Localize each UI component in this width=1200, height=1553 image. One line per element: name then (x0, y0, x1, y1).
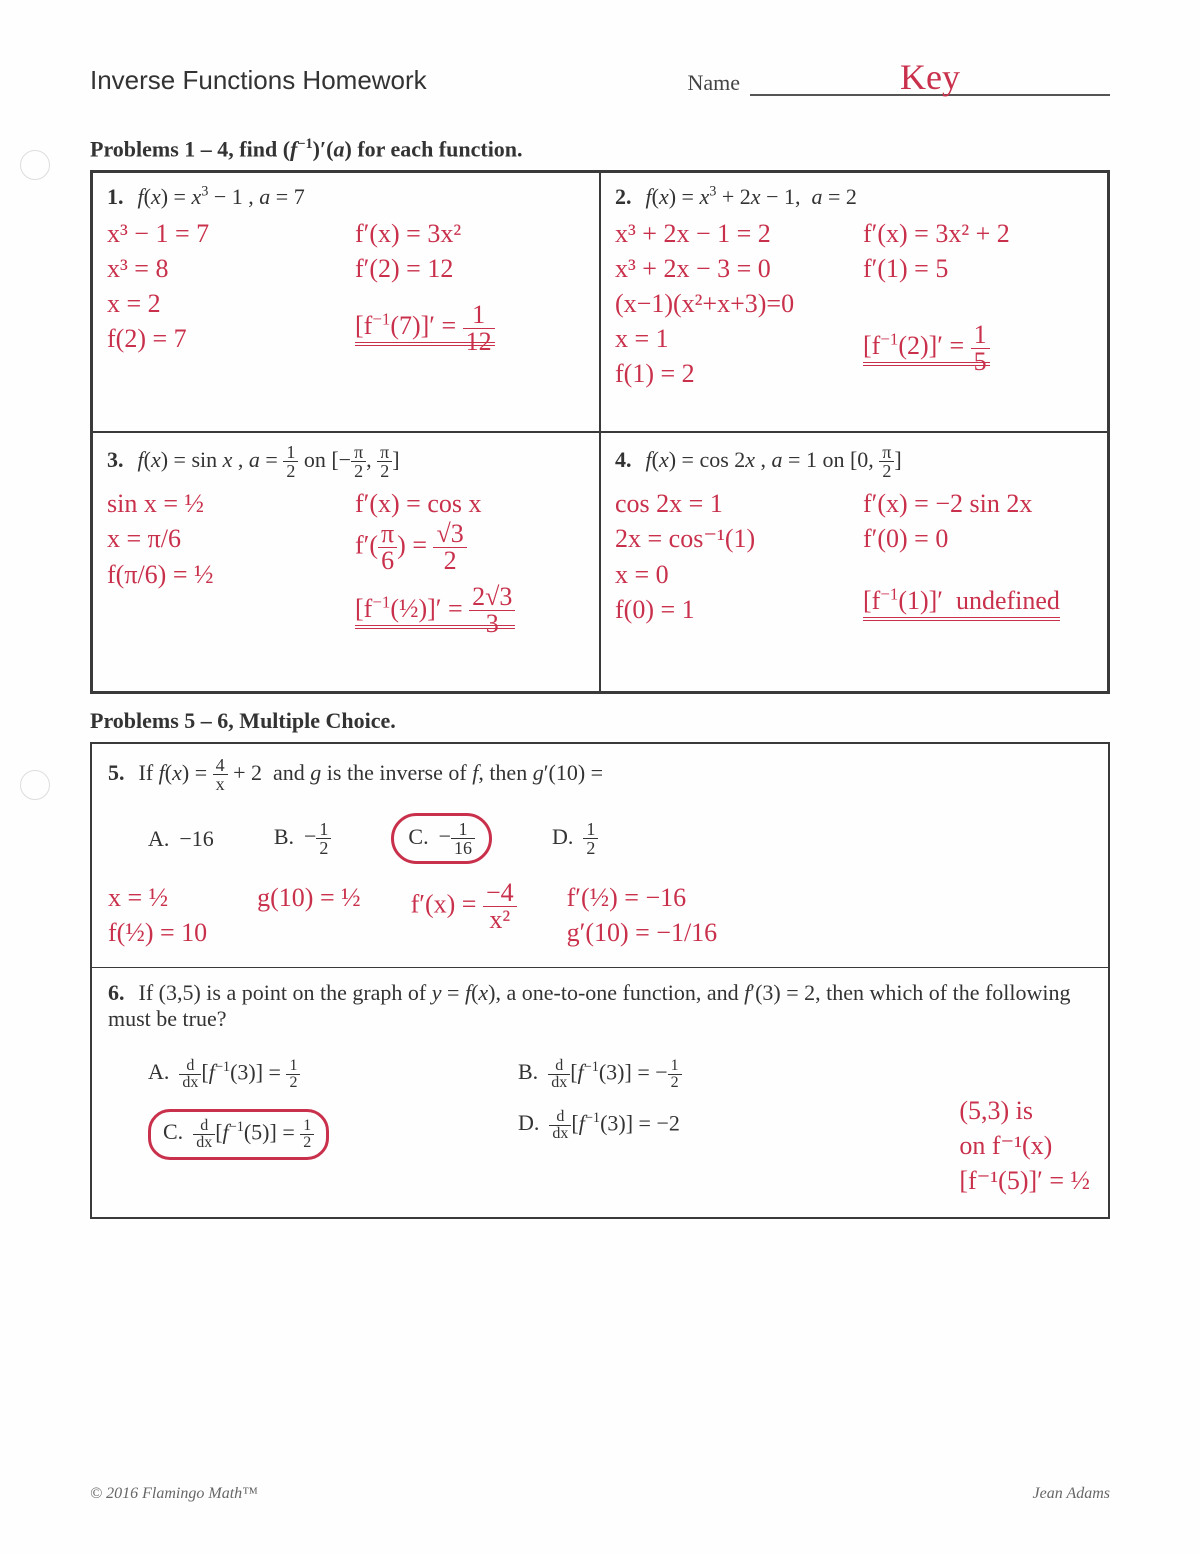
problem-6: 6. If (3,5) is a point on the graph of y… (92, 967, 1108, 1217)
work-left: cos 2x = 1 2x = cos⁻¹(1) x = 0 f(0) = 1 (615, 486, 845, 626)
choices: A.ddx[f−1(3)] = 12 B.ddx[f−1(3)] = −12 C… (148, 1058, 1092, 1160)
problem-3: 3. f(x) = sin x , a = 12 on [−π2, π2] si… (92, 432, 600, 692)
problems-5-6-box: 5. If f(x) = 4x + 2 and g is the inverse… (90, 742, 1110, 1218)
work-left: x³ + 2x − 1 = 2 x³ + 2x − 3 = 0 (x−1)(x²… (615, 216, 845, 391)
choice-b: B.ddx[f−1(3)] = −12 (518, 1058, 818, 1091)
problem-prompt: If f(x) = 4x + 2 and g is the inverse of… (139, 760, 604, 785)
choice-c-circled: C.ddx[f−1(5)] = 12 (148, 1109, 448, 1160)
problem-number: 1. (107, 184, 124, 209)
problem-prompt: If (3,5) is a point on the graph of y = … (108, 980, 1071, 1031)
problem-prompt: f(x) = x3 − 1 , a = 7 (138, 184, 305, 209)
choices: A.−16 B.−12 C.−116 D.12 (148, 813, 1092, 864)
answer: [f−1(½)]′ = 2√33 (355, 584, 585, 637)
work-right: f′(x) = −2 sin 2x f′(0) = 0 [f−1(1)]′ un… (863, 486, 1093, 626)
work-mid2: f′(x) = −4x² (411, 880, 517, 933)
problem-prompt: f(x) = x3 + 2x − 1, a = 2 (646, 184, 857, 209)
work-left: x³ − 1 = 7 x³ = 8 x = 2 f(2) = 7 (107, 216, 337, 356)
problem-prompt: f(x) = cos 2x , a = 1 on [0, π2] (646, 447, 902, 472)
problem-2: 2. f(x) = x3 + 2x − 1, a = 2 x³ + 2x − 1… (600, 172, 1108, 432)
work-left: x = ½ f(½) = 10 (108, 880, 207, 950)
problem-5: 5. If f(x) = 4x + 2 and g is the inverse… (92, 744, 1108, 966)
problem-number: 6. (108, 980, 125, 1005)
work-mid: g(10) = ½ (257, 880, 360, 915)
problem-number: 2. (615, 184, 632, 209)
worksheet-header: Inverse Functions Homework Name Key (90, 60, 1110, 96)
choice-a: A.−16 (148, 826, 214, 852)
problem-number: 3. (107, 447, 124, 472)
choice-a: A.ddx[f−1(3)] = 12 (148, 1058, 448, 1091)
section-2-heading: Problems 5 – 6, Multiple Choice. (90, 708, 1110, 734)
page-footer: © 2016 Flamingo Math™ Jean Adams (90, 1485, 1110, 1503)
choice-d: D.ddx[f−1(3)] = −2 (518, 1109, 818, 1160)
work-right: (5,3) is on f⁻¹(x) [f⁻¹(5)]′ = ½ (959, 1093, 1090, 1198)
work-left: sin x = ½ x = π/6 f(π/6) = ½ (107, 486, 337, 637)
work-right: f′(½) = −16 g′(10) = −1/16 (567, 880, 718, 950)
problem-number: 5. (108, 760, 125, 785)
answer: [f−1(1)]′ undefined (863, 583, 1093, 618)
name-value: Key (750, 60, 1110, 96)
section-1-heading: Problems 1 – 4, find (f−1)′(a) for each … (90, 136, 1110, 162)
choice-b: B.−12 (274, 820, 332, 857)
problem-number: 4. (615, 447, 632, 472)
name-block: Name Key (687, 60, 1110, 96)
name-label: Name (687, 70, 740, 96)
choice-d: D.12 (552, 820, 598, 857)
work-right: f′(x) = 3x² + 2 f′(1) = 5 [f−1(2)]′ = 15 (863, 216, 1093, 391)
problem-1: 1. f(x) = x3 − 1 , a = 7 x³ − 1 = 7 x³ =… (92, 172, 600, 432)
problem-4: 4. f(x) = cos 2x , a = 1 on [0, π2] cos … (600, 432, 1108, 692)
answer: [f−1(7)]′ = 112 (355, 302, 585, 355)
choice-c-circled: C.−116 (391, 813, 492, 864)
answer: [f−1(2)]′ = 15 (863, 322, 1093, 375)
copyright: © 2016 Flamingo Math™ (90, 1485, 258, 1503)
problems-1-4-grid: 1. f(x) = x3 − 1 , a = 7 x³ − 1 = 7 x³ =… (90, 170, 1110, 694)
work-right: f′(x) = 3x² f′(2) = 12 [f−1(7)]′ = 112 (355, 216, 585, 356)
work-right: f′(x) = cos x f′(π6) = √32 [f−1(½)]′ = 2… (355, 486, 585, 637)
worksheet-title: Inverse Functions Homework (90, 65, 427, 96)
problem-prompt: f(x) = sin x , a = 12 on [−π2, π2] (138, 447, 400, 472)
author: Jean Adams (1033, 1485, 1110, 1503)
